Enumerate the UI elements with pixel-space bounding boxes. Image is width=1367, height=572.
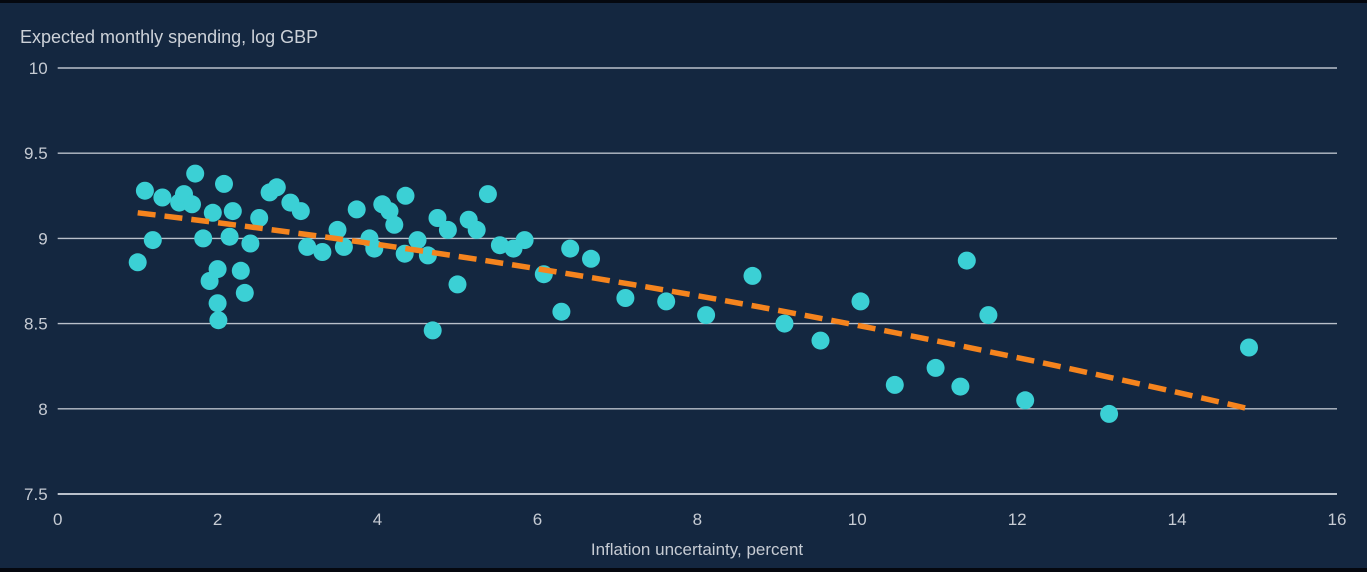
scatter-point: [657, 292, 676, 311]
scatter-point: [467, 220, 486, 239]
x-tick-label: 0: [53, 510, 62, 529]
y-tick-label: 8.5: [24, 315, 48, 334]
scatter-point: [396, 186, 415, 205]
scatter-point: [194, 229, 213, 248]
x-tick-label: 16: [1328, 510, 1347, 529]
scatter-point: [183, 195, 201, 214]
scatter-point: [811, 331, 830, 350]
scatter-point: [951, 377, 970, 396]
x-tick-label: 14: [1168, 510, 1187, 529]
x-tick-label: 12: [1008, 510, 1027, 529]
scatter-points-group: [128, 164, 1258, 423]
y-tick-label: 8: [38, 400, 47, 419]
scatter-point: [209, 311, 228, 330]
scatter-point: [1016, 391, 1035, 410]
scatter-point: [298, 237, 317, 256]
y-tick-label: 9.5: [24, 144, 48, 163]
scatter-point: [979, 306, 998, 325]
scatter-point: [135, 181, 154, 200]
scatter-point: [775, 314, 794, 333]
scatter-point: [208, 260, 227, 279]
x-tick-label: 4: [373, 510, 382, 529]
scatter-point: [186, 164, 205, 183]
scatter-point: [743, 266, 762, 285]
scatter-point: [448, 275, 467, 294]
scatter-point: [428, 209, 447, 227]
chart-title: Expected monthly spending, log GBP: [20, 27, 318, 47]
scatter-point: [313, 243, 332, 261]
x-tick-label: 8: [693, 510, 702, 529]
x-tick-label: 2: [213, 510, 222, 529]
scatter-point: [851, 292, 870, 311]
scatter-point: [478, 185, 497, 204]
scatter-point: [328, 220, 347, 239]
x-tick-label: 6: [533, 510, 542, 529]
scatter-point: [926, 358, 945, 377]
scatter-point: [223, 202, 242, 221]
scatter-point: [267, 178, 286, 197]
scatter-point: [885, 375, 904, 394]
scatter-point: [208, 294, 227, 313]
scatter-point: [423, 321, 442, 340]
scatter-point: [582, 249, 600, 268]
top-border: [0, 0, 1367, 3]
trend-line: [137, 210, 1250, 412]
scatter-point: [203, 203, 222, 222]
scatter-point: [697, 306, 716, 325]
y-tick-label: 9: [38, 229, 47, 248]
scatter-point: [385, 215, 404, 234]
scatter-point: [552, 302, 571, 321]
x-tick-label: 10: [848, 510, 867, 529]
scatter-point: [220, 227, 239, 246]
scatter-point: [515, 231, 534, 250]
scatter-point: [957, 251, 976, 270]
bottom-border: [0, 568, 1367, 572]
scatter-point: [143, 231, 162, 250]
scatter-point: [616, 289, 635, 307]
scatter-point: [380, 202, 399, 221]
scatter-point: [438, 220, 457, 239]
scatter-point: [490, 236, 509, 255]
scatter-point: [215, 174, 233, 193]
y-tick-label: 10: [29, 59, 48, 78]
scatter-point: [235, 283, 254, 302]
scatter-point: [153, 188, 172, 207]
x-axis-label: Inflation uncertainty, percent: [591, 540, 804, 559]
scatter-point: [231, 261, 250, 280]
scatter-point: [561, 239, 580, 258]
scatter-point: [291, 202, 310, 221]
gridlines-group: [57, 67, 1337, 495]
y-tick-label: 7.5: [24, 485, 48, 504]
scatter-point: [408, 231, 427, 250]
scatter-point: [1240, 338, 1258, 357]
scatter-point: [128, 253, 147, 272]
y-tick-labels-group: 10 9.5 9 8.5 8 7.5: [24, 59, 48, 504]
scatter-point: [241, 234, 260, 253]
scatter-point: [347, 200, 366, 219]
x-tick-labels-group: 0 2 4 6 8 10 12 14 16: [53, 510, 1346, 529]
scatter-point: [250, 209, 269, 227]
scatter-point: [1100, 404, 1119, 423]
scatter-point: [334, 237, 353, 256]
